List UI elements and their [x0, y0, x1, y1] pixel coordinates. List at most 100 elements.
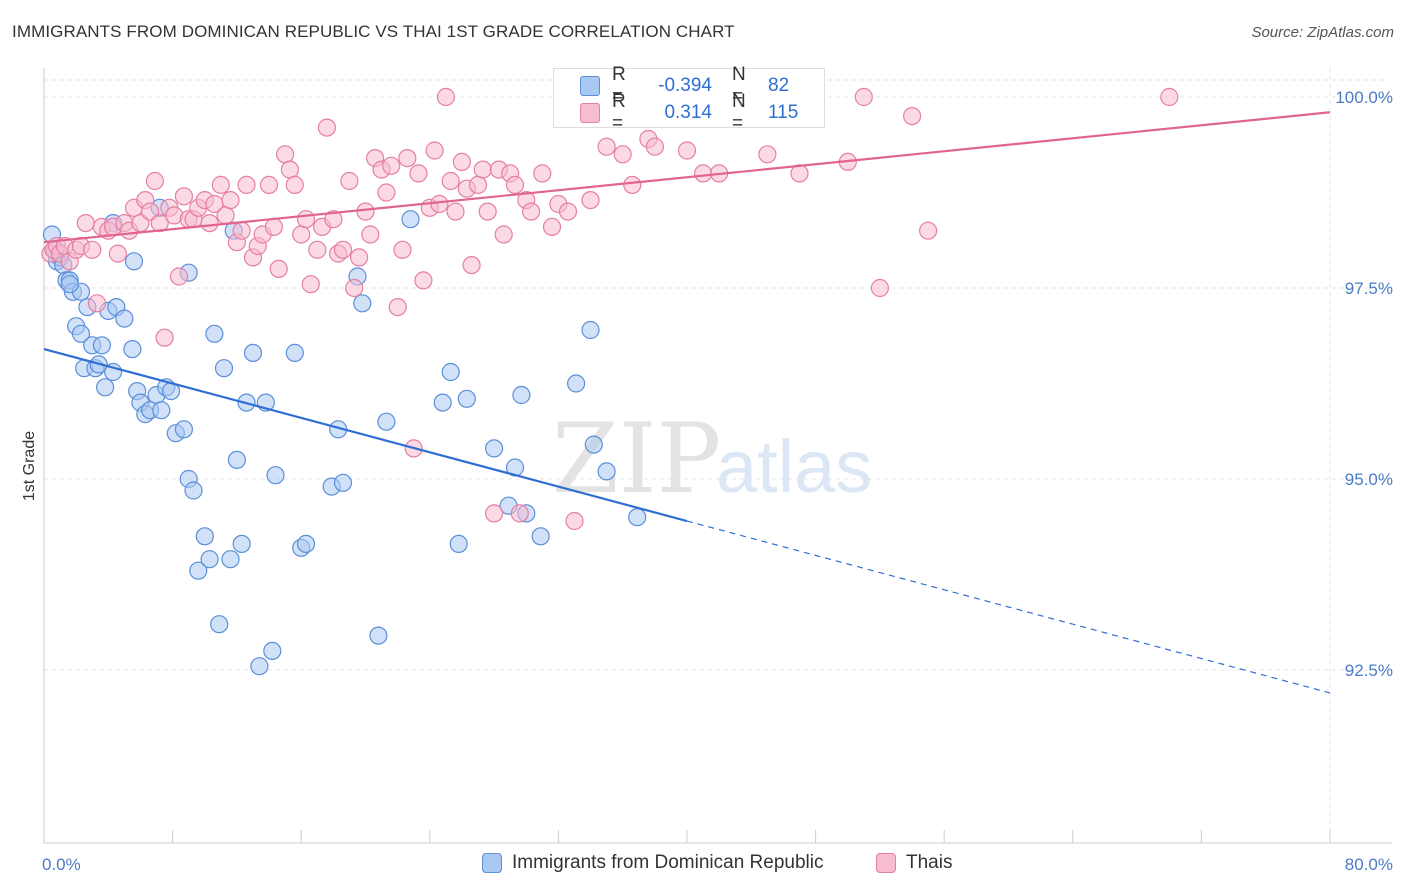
data-point-thais [613, 145, 632, 164]
stats-n-label: N = [732, 91, 746, 134]
data-point-thais [87, 294, 107, 313]
data-point-thais [259, 175, 279, 194]
data-point-thais [623, 175, 642, 194]
data-point-thais [169, 267, 189, 286]
y-tick-label: 95.0% [1345, 470, 1393, 489]
data-point-dominican [92, 336, 112, 355]
series-thais [41, 87, 1179, 531]
stats-r-value: 0.314 [664, 102, 712, 123]
data-point-dominican [195, 527, 214, 546]
data-point-thais [645, 137, 665, 156]
data-point-thais [597, 137, 616, 156]
data-point-dominican [115, 309, 134, 328]
data-point-dominican [124, 252, 144, 271]
data-point-thais [521, 202, 541, 221]
data-point-thais [232, 221, 251, 240]
data-point-thais [76, 214, 95, 233]
y-tick-label: 100.0% [1335, 88, 1393, 107]
data-point-thais [264, 217, 283, 236]
data-point-dominican [250, 657, 269, 676]
data-point-thais [150, 214, 169, 233]
data-point-dominican [296, 534, 316, 554]
y-tick-label: 97.5% [1345, 279, 1393, 298]
data-point-dominican [333, 473, 353, 492]
stats-swatch-thais [580, 103, 600, 123]
y-axis-label: 1st Grade [21, 431, 38, 501]
data-point-thais [468, 175, 488, 194]
legend-swatch-thais [876, 853, 896, 873]
axes [43, 68, 1392, 844]
data-point-dominican [71, 324, 91, 343]
data-point-thais [377, 183, 396, 202]
data-point-dominican [531, 527, 550, 546]
data-point-dominican [174, 420, 193, 439]
data-point-dominican [285, 343, 304, 362]
data-point-thais [414, 271, 433, 290]
data-point-thais [155, 328, 174, 347]
data-point-thais [478, 202, 497, 221]
stats-r-label: R = [612, 91, 626, 134]
data-point-thais [296, 210, 316, 229]
data-point-thais [398, 149, 417, 168]
data-points [41, 87, 1179, 676]
data-point-dominican [123, 340, 142, 359]
data-point-thais [409, 164, 428, 183]
x-tick-label: 80.0% [1345, 855, 1393, 874]
data-point-dominican [441, 362, 460, 382]
data-point-dominican [221, 550, 240, 569]
data-point-thais [494, 225, 513, 244]
data-point-thais [505, 175, 525, 194]
data-point-thais [83, 240, 102, 259]
chart-title: IMMIGRANTS FROM DOMINICAN REPUBLIC VS TH… [12, 22, 735, 41]
y-tick-label: 92.5% [1345, 661, 1393, 680]
data-point-thais [285, 175, 304, 194]
data-point-thais [452, 152, 471, 171]
stats-r-label: R = [612, 64, 626, 107]
legend-label-thais: Thais [906, 852, 953, 873]
data-point-dominican [232, 534, 251, 554]
data-point-dominican [628, 508, 647, 527]
data-point-thais [280, 160, 299, 179]
data-point-thais [108, 244, 128, 263]
data-point-dominican [597, 462, 616, 481]
watermark-atlas: atlas [716, 425, 872, 508]
data-point-thais [211, 175, 230, 194]
data-point-thais [145, 171, 164, 191]
x-tick-label: 0.0% [42, 855, 81, 874]
data-point-dominican [266, 466, 285, 485]
data-point-dominican [243, 343, 263, 362]
source-credit: Source: ZipAtlas.com [1251, 24, 1394, 41]
data-point-thais [388, 298, 407, 317]
data-point-dominican [95, 378, 115, 397]
data-point-thais [221, 191, 240, 210]
data-point-dominican [433, 393, 452, 412]
data-point-thais [350, 248, 369, 267]
data-point-thais [301, 275, 320, 294]
data-point-dominican [457, 389, 476, 408]
data-point-thais [485, 504, 504, 523]
data-point-thais [462, 256, 481, 275]
data-point-dominican [205, 324, 224, 343]
data-point-dominican [566, 374, 586, 393]
data-point-thais [510, 504, 529, 523]
data-point-thais [340, 171, 359, 191]
legend-item-dominican[interactable]: Immigrants from Dominican Republic [482, 852, 824, 874]
data-point-thais [758, 145, 777, 164]
trend-line-dominican-extension [686, 520, 1331, 694]
tick-labels: 92.5% 95.0% 97.5% 100.0% 0.0% 80.0% [42, 88, 1393, 874]
data-point-thais [276, 145, 295, 164]
trend-line-dominican [43, 348, 688, 523]
data-point-thais [174, 187, 193, 206]
stats-box: R = -0.394 N = 82 R = 0.314 N = 115 [553, 64, 825, 134]
data-point-dominican [353, 294, 372, 313]
trend-line-thais [43, 111, 1331, 244]
legend-swatch-dominican [482, 853, 502, 873]
data-point-thais [565, 511, 584, 531]
legend-item-thais[interactable]: Thais [876, 852, 952, 874]
data-point-thais [292, 225, 311, 244]
data-point-thais [356, 202, 375, 221]
data-point-dominican [584, 435, 603, 454]
watermark-zip: ZIP [552, 403, 721, 515]
stats-n-value: 82 [768, 75, 790, 96]
data-point-thais [382, 156, 401, 175]
